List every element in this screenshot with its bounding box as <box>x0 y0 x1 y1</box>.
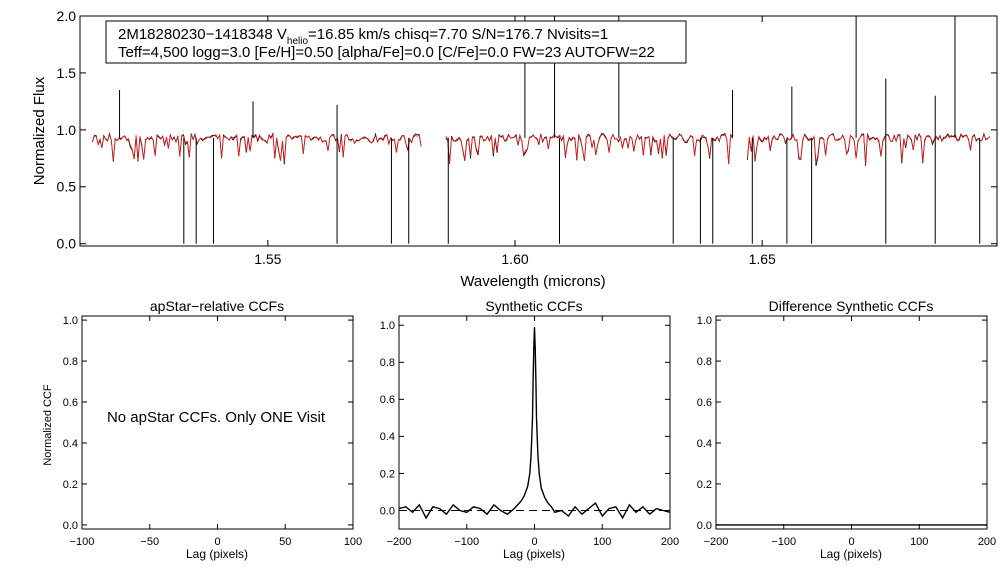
spectrum-annotation-box: 2M18280230−1418348 Vhelio=16.85 km/s chi… <box>105 20 687 64</box>
apstar-ylabel: Normalized CCF <box>42 384 54 466</box>
difference-ytick-label: 1.0 <box>697 315 712 327</box>
apstar-xtick-label: 100 <box>344 536 362 548</box>
spectrum-ylabel: Normalized Flux <box>31 76 48 185</box>
spectrum-frame <box>79 15 998 247</box>
difference-frame <box>715 315 988 530</box>
difference-xtick-label: 100 <box>910 536 928 548</box>
apstar-ytick-label: 0.8 <box>63 356 78 368</box>
spectrum-ytick-label: 1.5 <box>57 65 77 81</box>
difference-xtick-label: −200 <box>704 536 729 548</box>
synthetic-xtick-label: 0 <box>531 536 537 548</box>
spectrum-xtick-label: 1.55 <box>254 251 281 267</box>
synthetic-fit-chip-3 <box>747 133 990 164</box>
synthetic-xlabel: Lag (pixels) <box>503 547 565 561</box>
difference-xtick-label: −100 <box>771 536 796 548</box>
apstar-ytick-label: 1.0 <box>63 315 78 327</box>
apstar-ytick-label: 0.0 <box>63 520 78 532</box>
synthetic-ytick-label: 0.6 <box>380 394 395 406</box>
difference-ytick-label: 0.2 <box>697 479 712 491</box>
difference-title: Difference Synthetic CCFs <box>769 298 934 314</box>
spectrum-ytick-label: 0.0 <box>57 236 77 252</box>
apstar-ytick-label: 0.2 <box>63 479 78 491</box>
synthetic-ytick-label: 0.8 <box>380 357 395 369</box>
annotation-star-id: 2M18280230−1418348 V <box>118 26 287 43</box>
difference-xlabel: Lag (pixels) <box>820 547 882 561</box>
synthetic-ccf-panel: Synthetic CCFs Lag (pixels) −200 −100 0 100… <box>380 298 679 561</box>
synthetic-ytick-label: 0.4 <box>380 431 395 443</box>
apstar-ytick-label: 0.6 <box>63 397 78 409</box>
difference-ytick-label: 0.8 <box>697 356 712 368</box>
annotation-subscript: helio <box>287 36 309 47</box>
synthetic-plot-area: −200 −100 0 100 200 0.0 0.2 0.4 0.6 0.8 1.0 <box>380 315 679 548</box>
apstar-message: No apStar CCFs. Only ONE Visit <box>107 409 326 426</box>
synthetic-xtick-label: 200 <box>661 536 679 548</box>
synthetic-fit-chip-2 <box>445 133 733 165</box>
apstar-xtick-label: 0 <box>214 536 220 548</box>
apstar-xtick-label: −50 <box>140 536 159 548</box>
difference-xtick-label: 200 <box>978 536 996 548</box>
spectrum-xtick-label: 1.65 <box>749 251 776 267</box>
apstar-xtick-label: 50 <box>279 536 291 548</box>
spectrum-xtick-label: 1.60 <box>501 251 528 267</box>
synthetic-frame <box>398 315 671 530</box>
synthetic-title: Synthetic CCFs <box>485 298 582 314</box>
spectrum-ytick-label: 0.5 <box>57 179 77 195</box>
annotation-frame <box>105 20 687 64</box>
synthetic-ytick-label: 0.0 <box>380 505 395 517</box>
spectrum-panel: Normalized Flux Wavelength (microns) 1.5… <box>31 8 998 290</box>
apstar-xlabel: Lag (pixels) <box>186 547 248 561</box>
synthetic-ytick-label: 1.0 <box>380 320 395 332</box>
synthetic-xtick-label: 100 <box>593 536 611 548</box>
apstar-ytick-label: 0.4 <box>63 438 78 450</box>
synthetic-ccf-line <box>398 327 671 520</box>
annotation-line2: Teff=4,500 logg=3.0 [Fe/H]=0.50 [alpha/F… <box>118 44 655 61</box>
synthetic-xtick-label: −200 <box>387 536 412 548</box>
synthetic-xtick-label: −100 <box>454 536 479 548</box>
annotation-stats: =16.85 km/s chisq=7.70 S/N=176.7 Nvisits… <box>308 26 608 43</box>
apstar-xtick-label: −100 <box>70 536 95 548</box>
difference-plot-area: −200 −100 0 100 200 0.0 0.2 0.4 0.6 0.8 1.0 <box>697 315 996 548</box>
difference-ytick-label: 0.6 <box>697 397 712 409</box>
spectrum-ytick-label: 2.0 <box>57 8 77 24</box>
apstar-ccf-panel: apStar−relative CCFs Normalized CCF Lag … <box>42 298 362 561</box>
synthetic-ytick-label: 0.2 <box>380 468 395 480</box>
apstar-title: apStar−relative CCFs <box>150 298 284 314</box>
difference-ytick-label: 0.0 <box>697 520 712 532</box>
spectrum-ytick-label: 1.0 <box>57 122 77 138</box>
annotation-line1: 2M18280230−1418348 Vhelio=16.85 km/s chi… <box>118 26 608 47</box>
apstar-plot-area: −100 −50 0 50 100 0.0 0.2 0.4 0.6 0.8 1.0 <box>63 315 362 548</box>
difference-ytick-label: 0.4 <box>697 438 712 450</box>
synthetic-fit-chip-1 <box>92 132 422 162</box>
difference-ccf-panel: Difference Synthetic CCFs Lag (pixels) −… <box>697 298 996 561</box>
spectrum-plot-area: 1.55 1.60 1.65 0.0 0.5 1.0 1.5 2.0 <box>57 8 998 267</box>
difference-xtick-label: 0 <box>848 536 854 548</box>
spectrum-xlabel: Wavelength (microns) <box>460 273 605 290</box>
